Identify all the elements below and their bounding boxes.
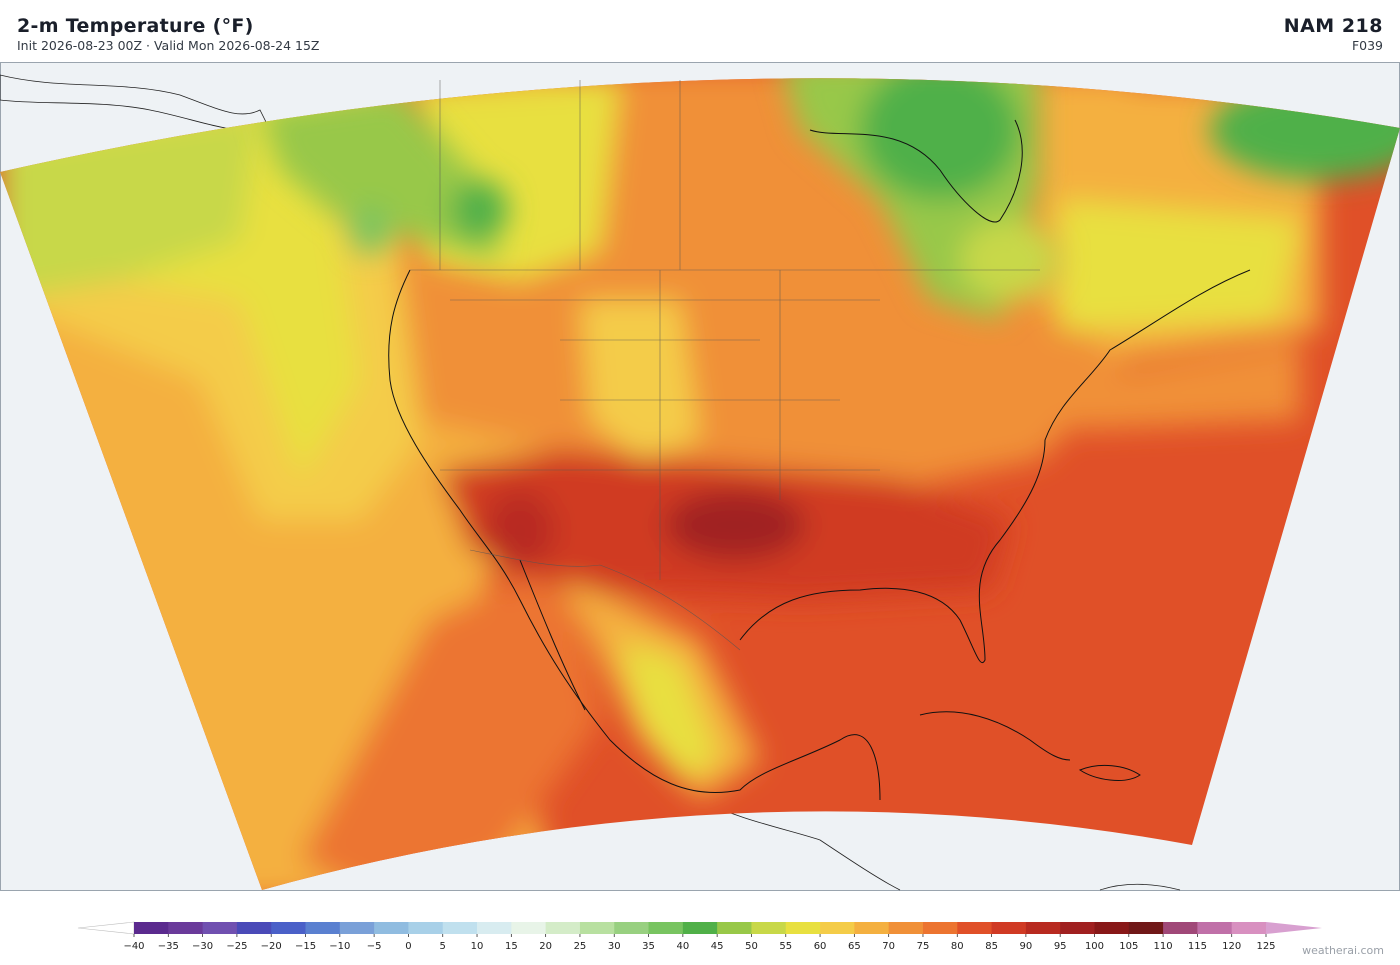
colorbar-segment	[1094, 922, 1130, 934]
colorbar-segment	[785, 922, 821, 934]
colorbar-segment	[751, 922, 787, 934]
model-name: NAM 218	[1283, 15, 1383, 37]
colorbar-tick-label: 60	[814, 941, 827, 952]
colorbar-segment	[1128, 922, 1164, 934]
colorbar-segment	[236, 922, 272, 934]
colorbar-tick-label: −40	[123, 941, 144, 952]
colorbar-segment	[408, 922, 444, 934]
colorbar-segment	[717, 922, 752, 934]
colorbar-tick-label: 100	[1085, 941, 1104, 952]
map-subtitle: Init 2026-08-23 00Z · Valid Mon 2026-08-…	[17, 38, 320, 53]
colorbar-segment	[991, 922, 1027, 934]
colorbar-segment	[682, 922, 718, 934]
colorbar-tick-label: 50	[745, 941, 758, 952]
colorbar-tick-label: 95	[1054, 941, 1067, 952]
colorbar-tick-label: 45	[711, 941, 724, 952]
colorbar-segment	[614, 922, 650, 934]
colorbar-tick-label: −15	[295, 941, 316, 952]
colorbar-tick-label: 120	[1222, 941, 1241, 952]
colorbar-segment	[511, 922, 547, 934]
colorbar-segment	[339, 922, 375, 934]
coastlines	[388, 119, 1251, 801]
colorbar-tick-label: 110	[1154, 941, 1173, 952]
colorbar-tick-label: 35	[642, 941, 655, 952]
colorbar-segment	[1231, 922, 1267, 934]
colorbar-segment	[545, 922, 581, 934]
colorbar-segment	[957, 922, 993, 934]
colorbar-tick-label: 25	[574, 941, 587, 952]
colorbar-tick-label: 55	[779, 941, 792, 952]
colorbar-segment	[1197, 922, 1233, 934]
colorbar-segment	[477, 922, 512, 934]
credit: weatherai.com	[1302, 944, 1384, 957]
colorbar-tick-label: 15	[505, 941, 518, 952]
colorbar-segment	[305, 922, 341, 934]
colorbar-tick-label: 20	[539, 941, 552, 952]
colorbar-tick-label: −35	[158, 941, 179, 952]
colorbar: −40 −35 −30 −25 −20 −15 −10 −5 0 5 10 15 20 25 30 35 40 4…	[77, 921, 1322, 952]
colorbar-tick-label: −20	[261, 941, 282, 952]
colorbar-tick-label: −10	[329, 941, 350, 952]
colorbar-segment	[820, 922, 855, 934]
colorbar-over	[1266, 922, 1322, 934]
borders	[410, 80, 1040, 651]
colorbar-tick-label: 90	[1020, 941, 1033, 952]
colorbar-segment	[202, 922, 238, 934]
colorbar-tick-label: 5	[440, 941, 446, 952]
coastline	[699, 799, 1181, 891]
map	[0, 62, 1400, 891]
colorbar-tick-label: 80	[951, 941, 964, 952]
colorbar-segment	[374, 922, 409, 934]
colorbar-segment	[854, 922, 890, 934]
colorbar-tick-label: 85	[985, 941, 998, 952]
colorbar-segment	[442, 922, 478, 934]
colorbar-tick-label: 30	[608, 941, 621, 952]
colorbar-segment	[922, 922, 958, 934]
colorbar-under	[77, 921, 135, 935]
colorbar-tick-label: −30	[192, 941, 213, 952]
colorbar-segment	[168, 922, 204, 934]
colorbar-tick-label: 70	[882, 941, 895, 952]
forecast-hour: F039	[1351, 38, 1383, 53]
colorbar-segment	[1025, 922, 1061, 934]
map-title: 2-m Temperature (°F)	[17, 15, 254, 37]
colorbar-tick-label: 115	[1188, 941, 1207, 952]
colorbar-tick-label: −25	[226, 941, 247, 952]
colorbar-segment	[648, 922, 684, 934]
colorbar-segment	[888, 922, 924, 934]
colorbar-segment	[579, 922, 615, 934]
colorbar-tick-label: 65	[848, 941, 861, 952]
colorbar-tick-label: 0	[405, 941, 411, 952]
colorbar-tick-label: 75	[917, 941, 930, 952]
colorbar-tick-label: 10	[471, 941, 484, 952]
colorbar-segment	[1060, 922, 1095, 934]
colorbar-tick-label: 40	[676, 941, 689, 952]
colorbar-tick-label: 125	[1256, 941, 1275, 952]
colorbar-tick-label: −5	[367, 941, 382, 952]
colorbar-segment	[271, 922, 307, 934]
colorbar-tick-label: 105	[1119, 941, 1138, 952]
colorbar-segment	[134, 922, 169, 934]
colorbar-segment	[1163, 922, 1198, 934]
